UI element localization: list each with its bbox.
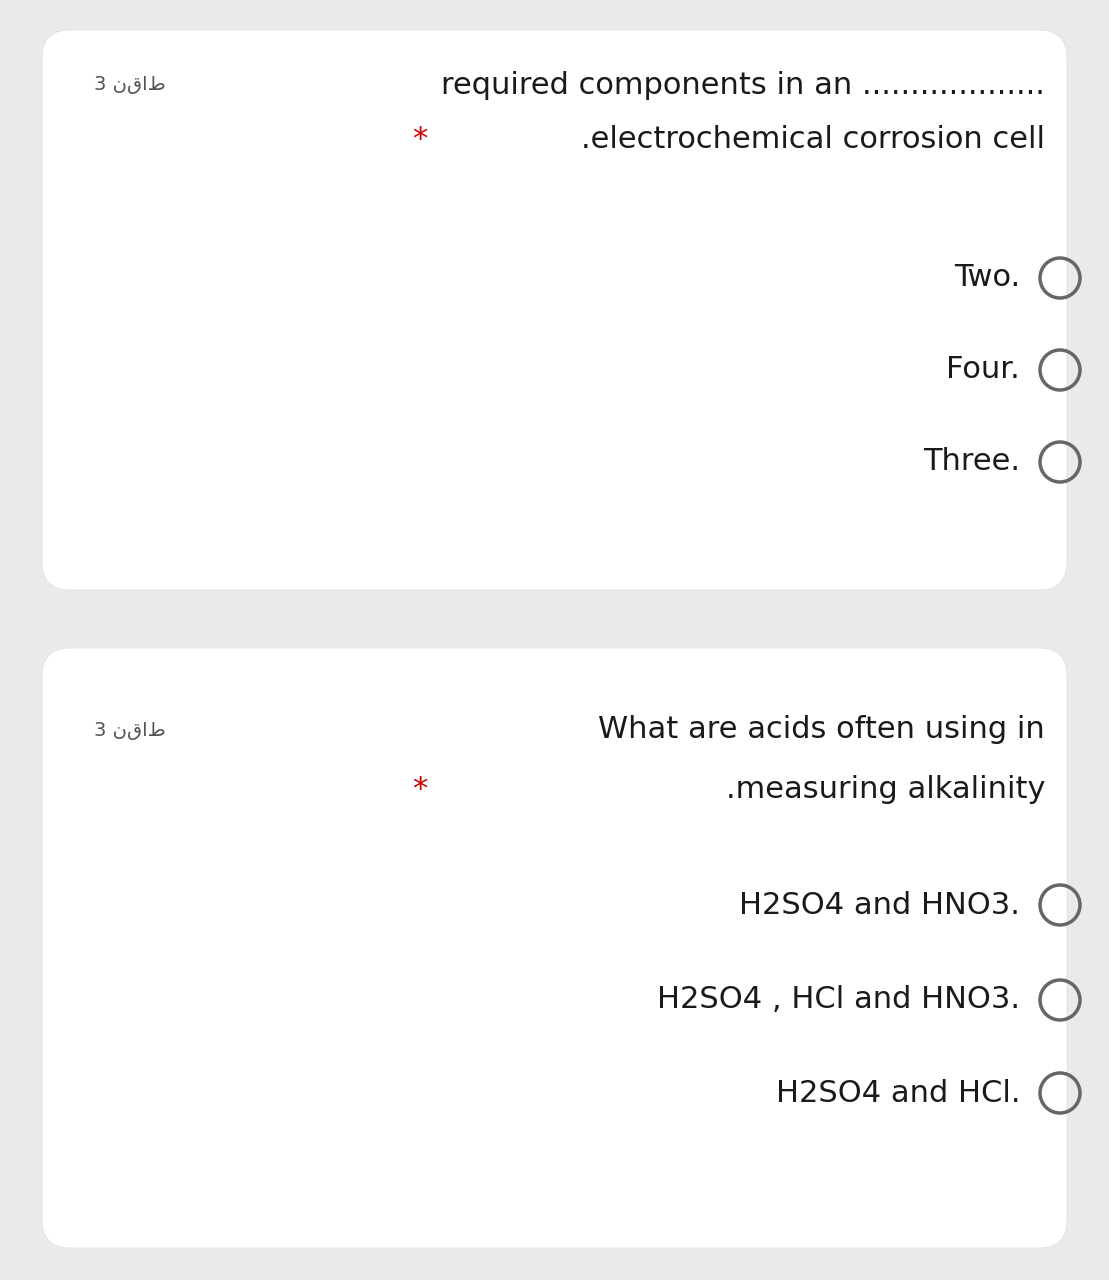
Text: 3 نقاط: 3 نقاط <box>94 76 166 95</box>
Text: required components in an ...................: required components in an ..............… <box>441 70 1045 100</box>
Text: .measuring alkalinity: .measuring alkalinity <box>725 776 1045 805</box>
FancyBboxPatch shape <box>42 29 1067 590</box>
Text: 3 نقاط: 3 نقاط <box>94 721 166 740</box>
Text: Three.: Three. <box>923 448 1020 476</box>
FancyBboxPatch shape <box>42 648 1067 1248</box>
Text: What are acids often using in: What are acids often using in <box>598 716 1045 745</box>
Text: Four.: Four. <box>946 356 1020 384</box>
Text: *: * <box>413 125 428 155</box>
Text: H2SO4 , HCl and HNO3.: H2SO4 , HCl and HNO3. <box>657 986 1020 1015</box>
Text: Two.: Two. <box>954 264 1020 293</box>
Text: H2SO4 and HCl.: H2SO4 and HCl. <box>775 1079 1020 1107</box>
Text: *: * <box>413 776 428 805</box>
Text: H2SO4 and HNO3.: H2SO4 and HNO3. <box>739 891 1020 919</box>
Text: .electrochemical corrosion cell: .electrochemical corrosion cell <box>581 125 1045 155</box>
